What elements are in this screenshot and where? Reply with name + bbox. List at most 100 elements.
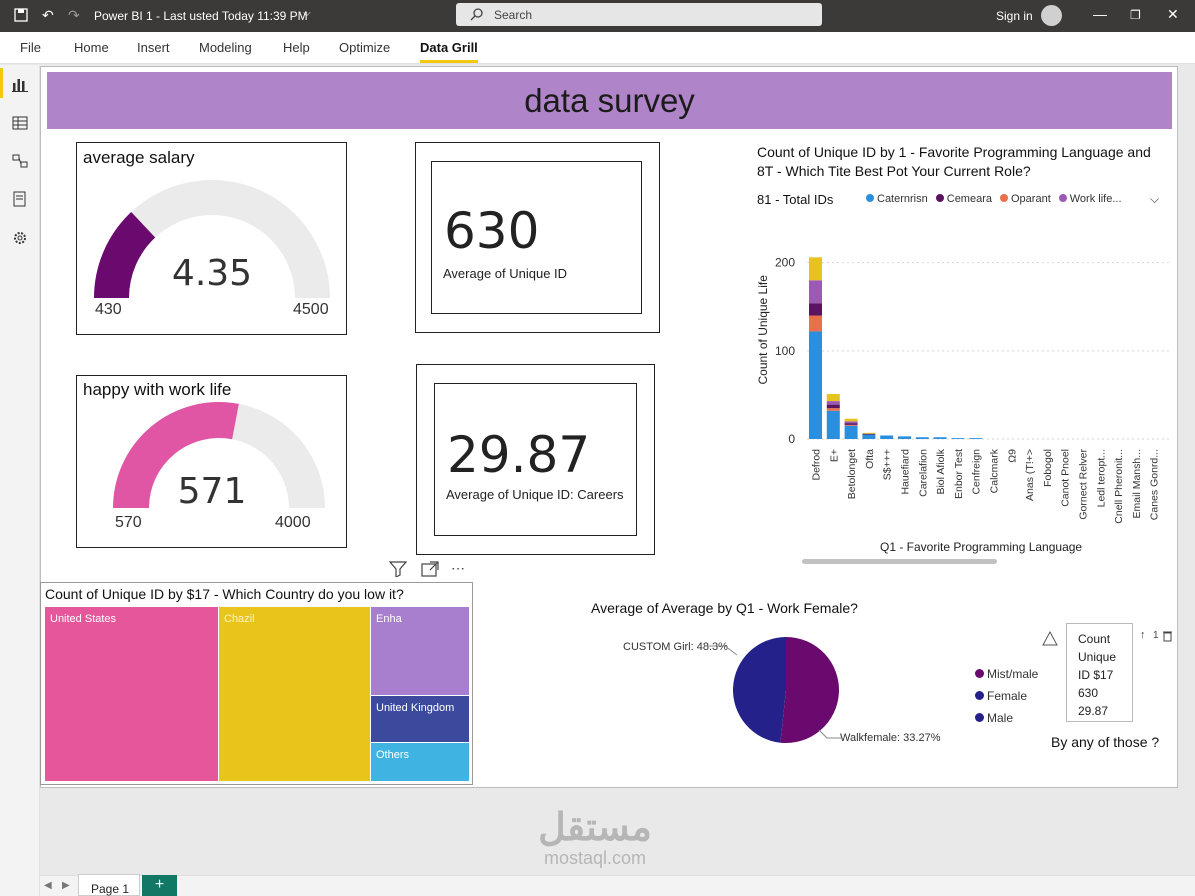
bar-segment[interactable] bbox=[880, 435, 894, 439]
prev-page-icon[interactable]: ◀ bbox=[44, 880, 52, 891]
bar-segment[interactable] bbox=[826, 394, 840, 402]
table-view-icon[interactable] bbox=[11, 114, 29, 132]
bar-segment[interactable] bbox=[809, 315, 822, 332]
legend-label: Male bbox=[987, 711, 1014, 725]
bar-segment[interactable] bbox=[809, 331, 822, 439]
settings-icon[interactable] bbox=[11, 229, 29, 247]
banner: data survey bbox=[47, 72, 1172, 129]
treemap-tile[interactable]: Others bbox=[371, 743, 469, 781]
gauge-happy-chart bbox=[113, 401, 325, 508]
bar-segment[interactable] bbox=[826, 401, 840, 405]
redo-icon[interactable]: ↷ bbox=[68, 7, 80, 23]
bar-segment[interactable] bbox=[862, 434, 876, 439]
sign-in-link[interactable]: Sign in bbox=[996, 9, 1033, 23]
bar-segment[interactable] bbox=[844, 425, 858, 439]
pie-legend-item[interactable]: Female bbox=[975, 685, 1038, 707]
gauge-salary-track bbox=[94, 180, 330, 298]
gauge-happy-title: happy with work life bbox=[83, 380, 232, 399]
tab-file[interactable]: File bbox=[20, 40, 41, 55]
bar-segment[interactable] bbox=[844, 424, 858, 426]
tooltip-line: 29.87 bbox=[1078, 704, 1109, 718]
gauge-salary-card[interactable]: average salary 4.35 430 4500 bbox=[76, 142, 347, 335]
bar-segment[interactable] bbox=[826, 404, 840, 409]
bar-segment[interactable] bbox=[809, 303, 822, 316]
bar-segment[interactable] bbox=[844, 423, 858, 425]
bar-segment[interactable] bbox=[898, 436, 911, 439]
bar-segment[interactable] bbox=[915, 437, 929, 439]
pie-legend-item[interactable]: Male bbox=[975, 707, 1038, 729]
save-icon[interactable] bbox=[14, 8, 28, 22]
legend-item[interactable]: Caternrisn bbox=[866, 193, 928, 205]
y-tick-label: 100 bbox=[775, 344, 795, 358]
card-careers-value: 29.87 bbox=[447, 426, 591, 484]
treemap-tile[interactable]: United States bbox=[45, 607, 218, 781]
model-view-icon[interactable] bbox=[11, 152, 29, 170]
delete-icon[interactable] bbox=[1162, 630, 1173, 642]
treemap-tile[interactable]: Enha bbox=[371, 607, 469, 695]
tooltip-line: ID $17 bbox=[1078, 668, 1114, 682]
focus-mode-icon[interactable] bbox=[421, 561, 439, 577]
filter-icon[interactable] bbox=[389, 561, 407, 577]
gauge-happy-max: 4000 bbox=[275, 514, 311, 531]
bar-segment[interactable] bbox=[826, 410, 840, 439]
search-box[interactable]: Search bbox=[456, 3, 822, 26]
legend-label: Cemeara bbox=[946, 193, 992, 205]
legend-item[interactable]: Cemeara bbox=[935, 193, 992, 205]
bar-segment[interactable] bbox=[809, 280, 822, 304]
bar-segment[interactable] bbox=[933, 437, 947, 439]
undo-icon[interactable]: ↶ bbox=[42, 7, 54, 23]
bar-chart-scrollbar[interactable] bbox=[802, 559, 997, 564]
bar-segment[interactable] bbox=[969, 438, 983, 439]
legend-swatch bbox=[975, 713, 984, 722]
legend-item[interactable]: Work life... bbox=[1058, 193, 1122, 205]
bar-segment[interactable] bbox=[951, 438, 965, 439]
avatar[interactable] bbox=[1041, 5, 1062, 26]
bar-segment[interactable] bbox=[862, 433, 876, 435]
x-tick-label: Cnell Pheronit... bbox=[1113, 449, 1125, 524]
pie-slice[interactable] bbox=[733, 637, 786, 743]
bar-segment[interactable] bbox=[844, 418, 858, 422]
tab-modeling[interactable]: Modeling bbox=[199, 40, 252, 55]
sort-arrow-icon[interactable]: ↑ bbox=[1140, 629, 1146, 641]
gauge-salary-value: 4.35 bbox=[171, 253, 253, 294]
tab-data-grill[interactable]: Data Grill bbox=[420, 40, 478, 55]
x-tick-label: Enbor Test bbox=[953, 449, 965, 499]
legend-item[interactable]: Oparant bbox=[1000, 193, 1051, 205]
treemap-tile[interactable]: United Kingdom bbox=[371, 696, 469, 742]
tab-home[interactable]: Home bbox=[74, 40, 109, 55]
treemap-tile[interactable]: Chazil bbox=[219, 607, 370, 781]
pie-chart[interactable] bbox=[730, 633, 842, 748]
tab-help[interactable]: Help bbox=[283, 40, 310, 55]
more-options-icon[interactable]: ⋯ bbox=[451, 560, 465, 576]
page-title: data survey bbox=[524, 82, 695, 119]
watermark-latin: mostaql.com bbox=[543, 848, 647, 868]
next-page-icon[interactable]: ▶ bbox=[62, 880, 70, 891]
minimize-icon[interactable]: — bbox=[1093, 6, 1107, 22]
x-tick-label: Betolonget bbox=[846, 449, 858, 499]
pie-legend-item[interactable]: Mist/male bbox=[975, 663, 1038, 685]
bar-segment[interactable] bbox=[809, 257, 822, 281]
legend-more-chevron-icon[interactable]: ⌵ bbox=[1150, 192, 1160, 206]
bar-segment[interactable] bbox=[826, 408, 840, 411]
bar-segment[interactable] bbox=[844, 421, 858, 424]
gauge-happy-card[interactable]: happy with work life 571 570 4000 bbox=[76, 375, 347, 548]
tab-optimize[interactable]: Optimize bbox=[339, 40, 391, 55]
warning-icon[interactable] bbox=[1042, 631, 1058, 647]
treemap-title: Count of Unique ID by $17 - Which Countr… bbox=[45, 586, 404, 602]
report-view-icon[interactable] bbox=[11, 75, 29, 93]
pie-slice[interactable] bbox=[780, 637, 839, 743]
close-icon[interactable]: ✕ bbox=[1167, 6, 1179, 22]
card-unique-id[interactable]: 630 Average of Unique ID bbox=[415, 142, 660, 333]
card-careers[interactable]: 29.87 Average of Unique ID: Careers bbox=[416, 364, 655, 555]
bar-segment[interactable] bbox=[862, 432, 876, 434]
pie-leader-left bbox=[705, 645, 738, 656]
add-page-button[interactable]: + bbox=[142, 875, 177, 896]
card-unique-id-label: Average of Unique ID bbox=[443, 266, 568, 281]
x-tick-label: Defrod bbox=[811, 449, 823, 481]
restore-icon[interactable]: ❐ bbox=[1130, 8, 1141, 22]
treemap-visual[interactable]: Count of Unique ID by $17 - Which Countr… bbox=[40, 582, 473, 785]
chevron-down-icon[interactable]: ⌵ bbox=[303, 8, 311, 19]
tab-insert[interactable]: Insert bbox=[137, 40, 170, 55]
page-tab-1[interactable]: Page 1 bbox=[78, 874, 140, 896]
dax-query-icon[interactable] bbox=[11, 190, 29, 208]
